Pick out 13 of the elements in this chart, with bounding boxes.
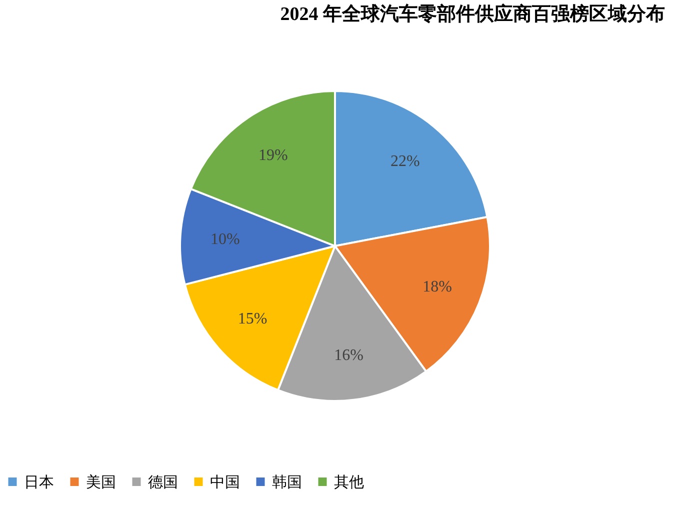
legend-label: 中国 [210, 474, 240, 491]
data-label: 10% [210, 231, 240, 248]
legend-label: 德国 [148, 474, 178, 491]
data-label: 15% [238, 310, 268, 328]
legend-label: 美国 [86, 474, 116, 491]
data-label: 22% [390, 153, 420, 170]
legend-label: 日本 [24, 474, 54, 491]
legend-label: 韩国 [272, 474, 302, 491]
legend-label: 其他 [334, 474, 364, 491]
data-label: 19% [258, 147, 288, 164]
chart-title: 2024 年全球汽车零部件供应商百强榜区域分布 [280, 3, 665, 25]
data-label: 16% [334, 347, 364, 364]
data-label: 18% [422, 278, 452, 296]
